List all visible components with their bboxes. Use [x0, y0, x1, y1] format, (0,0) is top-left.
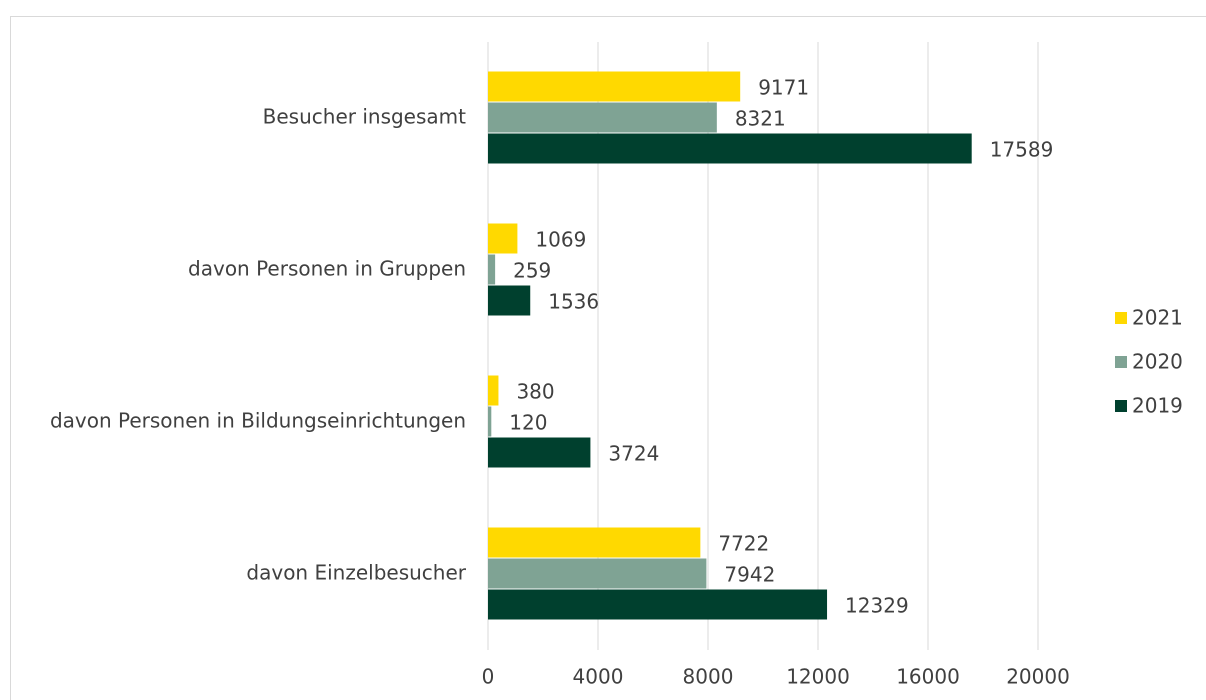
- data-label: 7942: [724, 563, 775, 587]
- x-tick-label: 8000: [683, 665, 734, 689]
- legend-swatch: [1115, 400, 1127, 412]
- legend-label: 2021: [1132, 306, 1183, 330]
- data-label: 3724: [608, 442, 659, 466]
- bar: [488, 133, 972, 164]
- x-tick-label: 4000: [573, 665, 624, 689]
- data-label: 259: [513, 259, 551, 283]
- x-tick-label: 0: [482, 665, 495, 689]
- x-tick-label: 16000: [896, 665, 960, 689]
- data-label: 12329: [845, 594, 909, 618]
- bar: [488, 437, 591, 468]
- legend-swatch: [1115, 356, 1127, 368]
- data-label: 380: [516, 380, 554, 404]
- bar: [488, 589, 828, 620]
- data-label: 1536: [548, 290, 599, 314]
- x-tick-label: 20000: [1006, 665, 1070, 689]
- data-label: 17589: [990, 138, 1054, 162]
- y-tick-label: davon Einzelbesucher: [246, 561, 466, 585]
- bar: [488, 558, 707, 589]
- bar: [488, 285, 531, 316]
- bar: [488, 375, 499, 406]
- y-tick-label: davon Personen in Bildungseinrichtungen: [50, 409, 466, 433]
- bar: [488, 527, 701, 558]
- bar: [488, 102, 717, 133]
- bar: [488, 254, 496, 285]
- legend-label: 2019: [1132, 394, 1183, 418]
- data-label: 9171: [758, 76, 809, 100]
- legend-label: 2020: [1132, 350, 1183, 374]
- bar: [488, 71, 741, 102]
- data-label: 1069: [535, 228, 586, 252]
- legend-swatch: [1115, 312, 1127, 324]
- y-tick-label: davon Personen in Gruppen: [188, 257, 466, 281]
- x-tick-label: 12000: [786, 665, 850, 689]
- data-label: 120: [509, 411, 547, 435]
- bar: [488, 223, 518, 254]
- data-label: 8321: [735, 107, 786, 131]
- data-label: 7722: [718, 532, 769, 556]
- y-tick-label: Besucher insgesamt: [263, 105, 466, 129]
- bar: [488, 406, 492, 437]
